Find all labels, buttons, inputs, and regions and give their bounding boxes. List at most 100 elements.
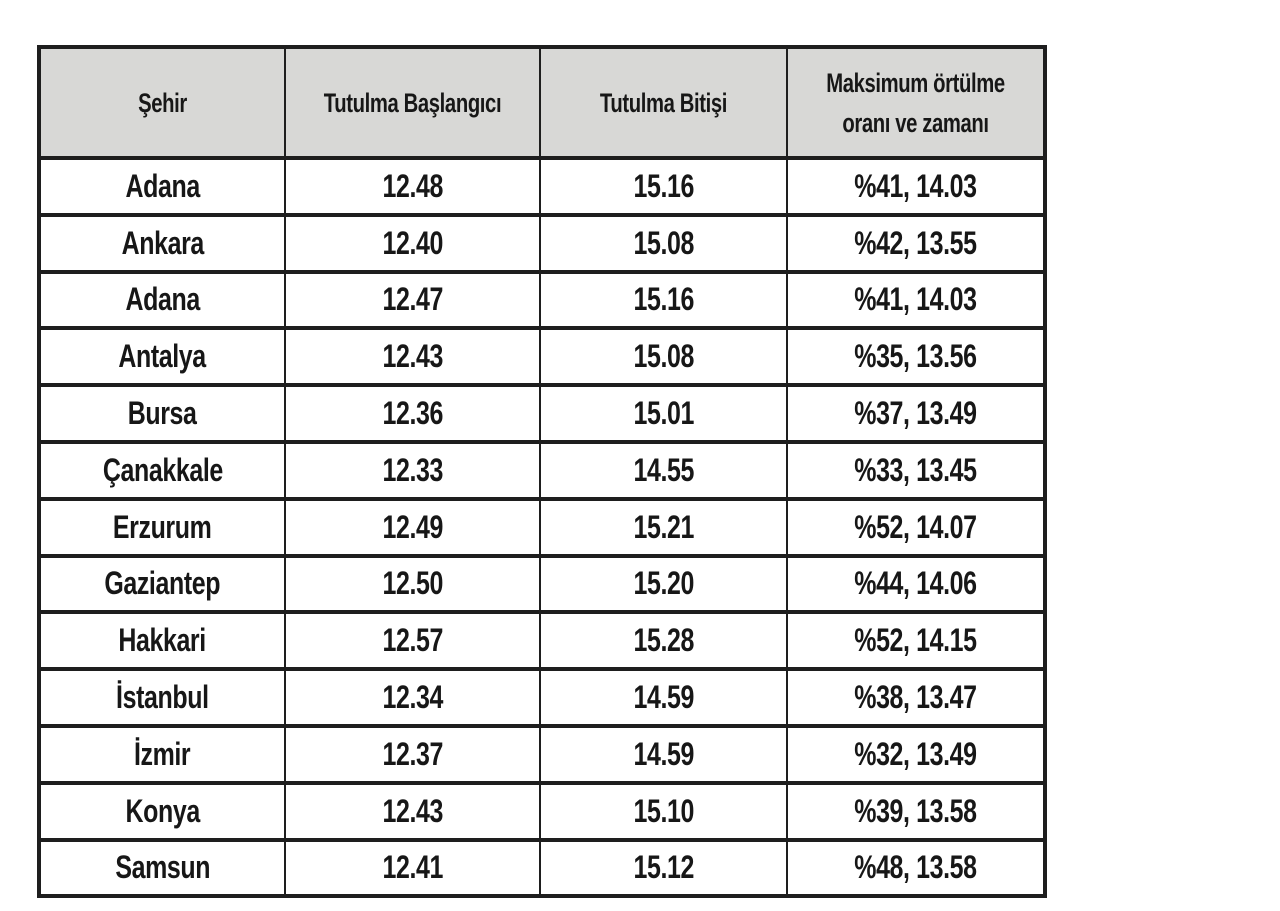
cell-maksimum-ortulme: %48, 13.58 (786, 837, 1046, 899)
table-row: İzmir 12.37 14.59 %32, 13.49 (38, 723, 1046, 785)
table-row: Çanakkale 12.33 14.55 %33, 13.45 (38, 439, 1046, 501)
cell-tutulma-baslangici: 12.36 (284, 383, 541, 444)
cell-tutulma-bitisi: 15.20 (539, 553, 788, 615)
table-row: Ankara 12.40 15.08 %42, 13.55 (38, 212, 1046, 274)
cell-value: %37, 13.49 (854, 395, 977, 432)
cell-tutulma-baslangici: 12.41 (284, 837, 541, 899)
cell-maksimum-ortulme: %37, 13.49 (786, 383, 1046, 444)
cell-value: 15.08 (633, 224, 694, 261)
cell-value: 14.55 (633, 451, 694, 488)
cell-tutulma-baslangici: 12.49 (284, 496, 541, 558)
cell-value: %41, 14.03 (854, 281, 977, 318)
cell-tutulma-baslangici: 12.50 (284, 553, 541, 615)
cell-value: %52, 14.07 (854, 508, 977, 545)
cell-maksimum-ortulme: %38, 13.47 (786, 667, 1046, 728)
cell-value: %48, 13.58 (854, 849, 977, 886)
cell-tutulma-baslangici: 12.47 (284, 269, 541, 331)
table-row: Konya 12.43 15.10 %39, 13.58 (38, 780, 1046, 842)
cell-sehir: Çanakkale (38, 439, 286, 501)
cell-tutulma-bitisi: 15.12 (539, 837, 788, 899)
cell-value: Samsun (115, 849, 210, 886)
cell-sehir: Adana (38, 156, 286, 217)
cell-value: %32, 13.49 (854, 735, 977, 772)
cell-tutulma-baslangici: 12.43 (284, 780, 541, 842)
cell-sehir: Adana (38, 269, 286, 331)
cell-sehir: İzmir (38, 723, 286, 785)
cell-value: 15.10 (633, 792, 694, 829)
cell-value: İzmir (134, 735, 191, 772)
cell-value: %38, 13.47 (854, 679, 977, 716)
header-row: Şehir Tutulma Başlangıcı Tutulma Bitişi Mak… (38, 47, 1046, 160)
cell-maksimum-ortulme: %39, 13.58 (786, 780, 1046, 842)
cell-value: 12.34 (382, 679, 443, 716)
header-label: Tutulma Başlangıcı (323, 87, 502, 118)
cell-value: 15.16 (633, 167, 694, 204)
table-row: Bursa 12.36 15.01 %37, 13.49 (38, 383, 1046, 444)
cell-maksimum-ortulme: %52, 14.07 (786, 496, 1046, 558)
cell-value: Ankara (121, 224, 204, 261)
cell-value: 12.33 (382, 451, 443, 488)
header-cell-tutulma-baslangici: Tutulma Başlangıcı (284, 47, 541, 160)
cell-value: %52, 14.15 (854, 622, 977, 659)
cell-value: %35, 13.56 (854, 338, 977, 375)
cell-maksimum-ortulme: %52, 14.15 (786, 610, 1046, 672)
cell-value: 14.59 (633, 735, 694, 772)
cell-maksimum-ortulme: %33, 13.45 (786, 439, 1046, 501)
cell-sehir: Samsun (38, 837, 286, 899)
cell-sehir: Erzurum (38, 496, 286, 558)
cell-value: Antalya (118, 338, 207, 375)
cell-value: 15.16 (633, 281, 694, 318)
cell-tutulma-bitisi: 15.21 (539, 496, 788, 558)
cell-sehir: Antalya (38, 326, 286, 388)
cell-tutulma-bitisi: 14.59 (539, 723, 788, 785)
cell-tutulma-baslangici: 12.34 (284, 667, 541, 728)
cell-value: 12.41 (382, 849, 443, 886)
header-label: Maksimum örtülme (826, 67, 1005, 98)
cell-value: 15.01 (633, 395, 694, 432)
cell-tutulma-baslangici: 12.57 (284, 610, 541, 672)
cell-tutulma-baslangici: 12.37 (284, 723, 541, 785)
cell-maksimum-ortulme: %32, 13.49 (786, 723, 1046, 785)
cell-tutulma-baslangici: 12.48 (284, 156, 541, 217)
cell-value: 12.36 (382, 395, 443, 432)
cell-value: 12.43 (382, 792, 443, 829)
cell-value: 15.20 (633, 565, 694, 602)
cell-value: Gaziantep (104, 565, 221, 602)
header-label: Şehir (138, 87, 187, 118)
cell-value: Konya (125, 792, 200, 829)
cell-tutulma-bitisi: 14.59 (539, 667, 788, 728)
cell-value: 14.59 (633, 679, 694, 716)
cell-tutulma-bitisi: 15.10 (539, 780, 788, 842)
cell-value: 12.37 (382, 735, 443, 772)
cell-tutulma-bitisi: 15.01 (539, 383, 788, 444)
cell-tutulma-bitisi: 15.08 (539, 326, 788, 388)
cell-value: Çanakkale (102, 451, 223, 488)
header-cell-sehir: Şehir (38, 47, 286, 160)
cell-value: 12.57 (382, 622, 443, 659)
cell-value: %39, 13.58 (854, 792, 977, 829)
cell-maksimum-ortulme: %41, 14.03 (786, 269, 1046, 331)
cell-sehir: İstanbul (38, 667, 286, 728)
cell-value: %44, 14.06 (854, 565, 977, 602)
table-row: Adana 12.47 15.16 %41, 14.03 (38, 269, 1046, 331)
cell-sehir: Hakkari (38, 610, 286, 672)
header-label: oranı ve zamanı (842, 107, 989, 138)
table-row: Erzurum 12.49 15.21 %52, 14.07 (38, 496, 1046, 558)
header-label: Tutulma Bitişi (599, 87, 728, 118)
eclipse-table: Şehir Tutulma Başlangıcı Tutulma Bitişi Mak… (37, 45, 1047, 899)
cell-value: 15.08 (633, 338, 694, 375)
cell-value: 15.28 (633, 622, 694, 659)
cell-sehir: Bursa (38, 383, 286, 444)
cell-sehir: Ankara (38, 212, 286, 274)
cell-value: 12.49 (382, 508, 443, 545)
cell-value: İstanbul (116, 679, 209, 716)
cell-sehir: Gaziantep (38, 553, 286, 615)
table-row: Gaziantep 12.50 15.20 %44, 14.06 (38, 553, 1046, 615)
table-row: Hakkari 12.57 15.28 %52, 14.15 (38, 610, 1046, 672)
table-row: Adana 12.48 15.16 %41, 14.03 (38, 156, 1046, 217)
cell-value: 12.48 (382, 167, 443, 204)
cell-tutulma-bitisi: 15.08 (539, 212, 788, 274)
cell-value: Erzurum (113, 508, 212, 545)
header-cell-maksimum-ortulme: Maksimum örtülme oranı ve zamanı (786, 47, 1046, 160)
